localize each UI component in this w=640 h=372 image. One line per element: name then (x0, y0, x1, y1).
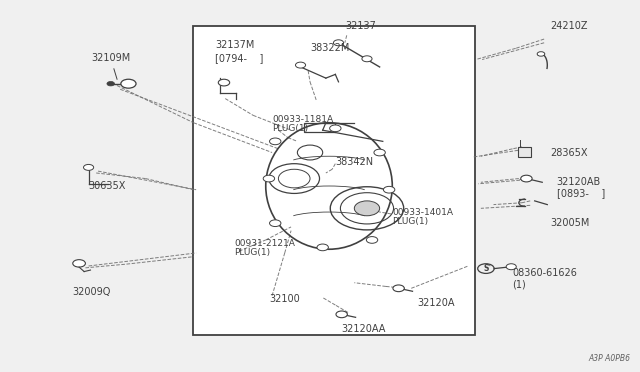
Text: 38322M: 38322M (310, 44, 349, 53)
Circle shape (383, 186, 395, 193)
Circle shape (269, 138, 281, 145)
Text: 32120AA: 32120AA (342, 324, 386, 334)
Circle shape (333, 40, 344, 46)
Circle shape (366, 237, 378, 243)
Text: 00933-1181A: 00933-1181A (272, 115, 333, 124)
Circle shape (73, 260, 85, 267)
Text: 28365X: 28365X (550, 148, 588, 157)
Circle shape (83, 164, 93, 170)
Text: [0893-    ]: [0893- ] (557, 189, 605, 198)
Text: 32137: 32137 (345, 21, 376, 31)
Text: 00931-2121A: 00931-2121A (234, 239, 295, 248)
Bar (518, 147, 531, 157)
Text: [0794-    ]: [0794- ] (215, 53, 264, 62)
Text: S: S (483, 264, 488, 273)
Circle shape (263, 175, 275, 182)
Circle shape (317, 244, 328, 251)
Circle shape (355, 201, 380, 216)
Text: 32009Q: 32009Q (73, 287, 111, 297)
Text: 38342N: 38342N (335, 157, 374, 167)
Text: (1): (1) (513, 280, 526, 289)
Text: 32120AB: 32120AB (557, 177, 601, 187)
Text: A3P A0PB6: A3P A0PB6 (588, 355, 630, 363)
Text: 32109M: 32109M (92, 53, 131, 62)
Circle shape (506, 264, 516, 270)
Text: 32120A: 32120A (417, 298, 455, 308)
Text: PLUG(1): PLUG(1) (272, 124, 308, 133)
Text: 30635X: 30635X (88, 181, 126, 191)
Text: PLUG(1): PLUG(1) (234, 248, 270, 257)
Circle shape (330, 125, 341, 132)
Text: 24210Z: 24210Z (550, 21, 588, 31)
Bar (304, 123, 335, 132)
Circle shape (393, 285, 404, 292)
Circle shape (521, 175, 532, 182)
Circle shape (374, 149, 385, 156)
Text: 00933-1401A: 00933-1401A (392, 208, 453, 217)
Circle shape (107, 81, 115, 86)
Circle shape (121, 79, 136, 88)
Circle shape (296, 62, 306, 68)
Text: 32100: 32100 (269, 295, 300, 304)
Text: 32005M: 32005M (550, 218, 590, 228)
Circle shape (362, 56, 372, 62)
Text: 32137M: 32137M (215, 40, 255, 49)
Text: 08360-61626: 08360-61626 (513, 269, 577, 278)
Circle shape (218, 79, 230, 86)
Circle shape (336, 311, 348, 318)
Circle shape (269, 220, 281, 227)
Bar (193, 26, 474, 335)
Text: PLUG(1): PLUG(1) (392, 217, 428, 226)
Circle shape (537, 52, 545, 56)
